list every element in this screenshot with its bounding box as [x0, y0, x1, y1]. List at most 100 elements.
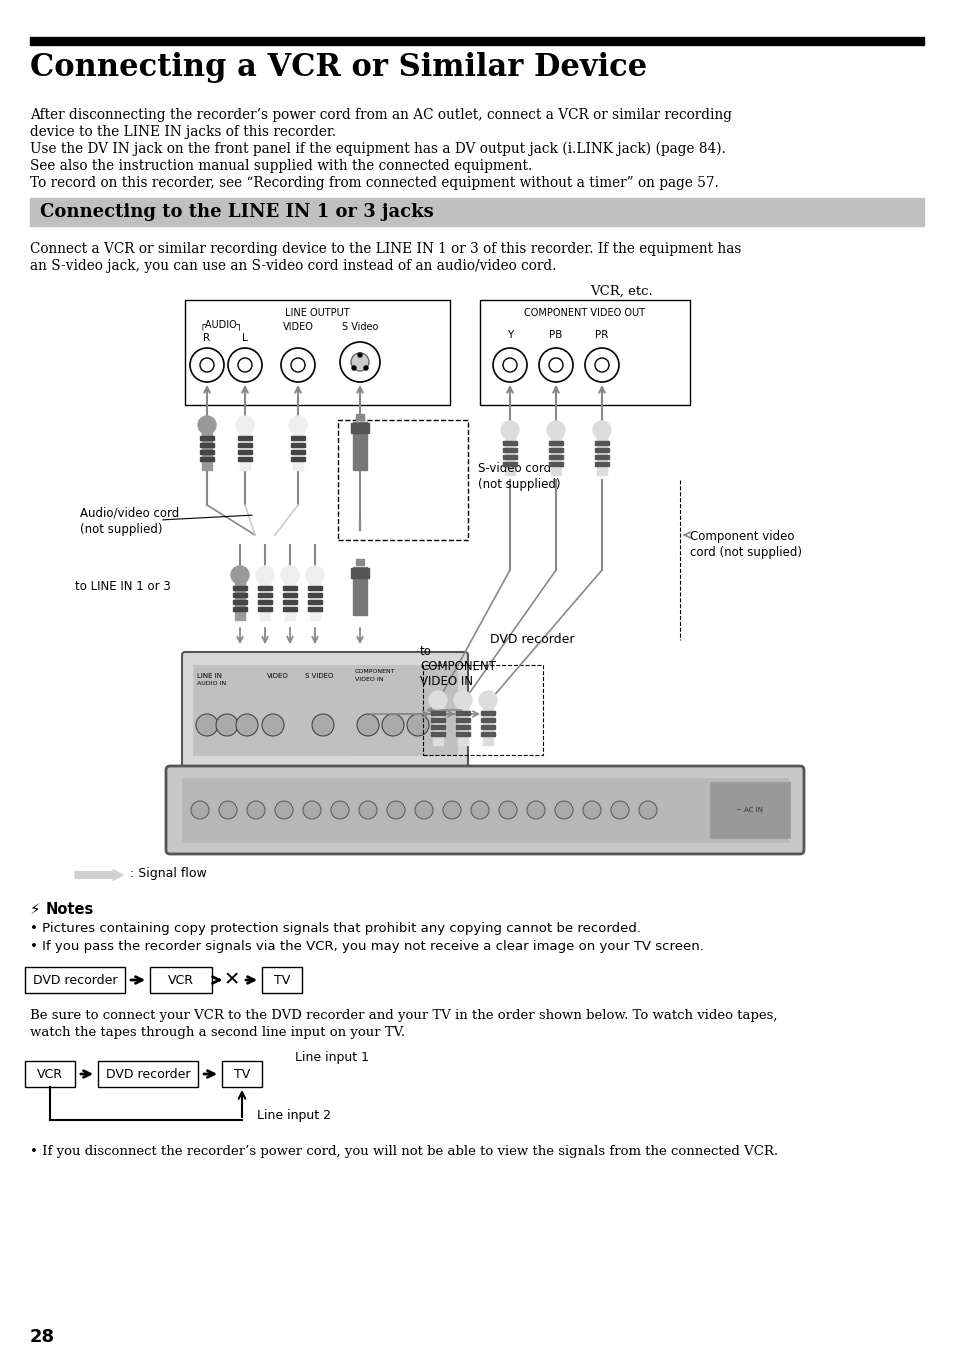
Circle shape	[281, 566, 298, 584]
Bar	[431, 718, 444, 722]
Circle shape	[231, 566, 249, 584]
Text: watch the tapes through a second line input on your TV.: watch the tapes through a second line in…	[30, 1026, 405, 1038]
Bar	[595, 448, 608, 452]
Circle shape	[478, 691, 497, 708]
Text: COMPONENT VIDEO OUT: COMPONENT VIDEO OUT	[524, 308, 645, 318]
Text: Component video: Component video	[689, 530, 794, 544]
Text: S-video cord: S-video cord	[477, 462, 551, 475]
Text: DVD recorder: DVD recorder	[106, 1068, 190, 1080]
Bar	[502, 462, 517, 466]
Bar	[308, 594, 322, 598]
Bar	[456, 725, 470, 729]
Bar	[308, 585, 322, 589]
Text: After disconnecting the recorder’s power cord from an AC outlet, connect a VCR o: After disconnecting the recorder’s power…	[30, 108, 731, 122]
Bar	[504, 433, 515, 475]
Text: VCR, etc.: VCR, etc.	[589, 285, 652, 297]
Bar	[222, 1061, 262, 1087]
Circle shape	[237, 358, 252, 372]
Bar	[456, 731, 470, 735]
Bar	[351, 423, 369, 433]
Bar	[233, 585, 247, 589]
Text: VIDEO: VIDEO	[282, 322, 314, 333]
Bar	[291, 435, 305, 439]
Bar	[202, 429, 212, 470]
Circle shape	[364, 366, 368, 370]
Bar	[355, 558, 364, 565]
FancyArrow shape	[75, 869, 123, 880]
Circle shape	[610, 800, 628, 819]
Bar	[597, 433, 606, 475]
Text: ~ AC IN: ~ AC IN	[736, 807, 762, 813]
Circle shape	[502, 358, 517, 372]
Circle shape	[442, 800, 460, 819]
Circle shape	[190, 347, 224, 383]
Bar	[234, 579, 245, 621]
Circle shape	[639, 800, 657, 819]
Circle shape	[262, 714, 284, 735]
Text: TV: TV	[233, 1068, 250, 1080]
Circle shape	[274, 800, 293, 819]
Bar	[291, 450, 305, 454]
Circle shape	[454, 691, 472, 708]
Circle shape	[235, 416, 253, 434]
Bar	[355, 414, 364, 420]
Bar	[262, 967, 302, 992]
Text: S Video: S Video	[341, 322, 377, 333]
Bar	[548, 456, 562, 458]
Text: DVD recorder: DVD recorder	[32, 973, 117, 987]
Text: ✕: ✕	[224, 971, 240, 990]
Circle shape	[235, 714, 257, 735]
Text: COMPONENT: COMPONENT	[419, 660, 496, 673]
Bar	[480, 718, 495, 722]
Bar	[293, 429, 303, 470]
Bar	[479, 300, 689, 406]
Circle shape	[200, 358, 213, 372]
Text: Notes: Notes	[46, 902, 94, 917]
Bar	[233, 594, 247, 598]
Bar	[25, 967, 125, 992]
Bar	[353, 665, 448, 754]
Bar	[257, 600, 272, 604]
Bar	[351, 568, 369, 579]
Circle shape	[582, 800, 600, 819]
Circle shape	[500, 420, 518, 439]
Text: an S-video jack, you can use an S-video cord instead of an audio/video cord.: an S-video jack, you can use an S-video …	[30, 260, 556, 273]
Text: to LINE IN 1 or 3: to LINE IN 1 or 3	[75, 580, 171, 594]
Bar	[595, 441, 608, 445]
Text: VIDEO IN: VIDEO IN	[419, 675, 473, 688]
Bar	[237, 457, 252, 461]
Text: • If you pass the recorder signals via the VCR, you may not receive a clear imag: • If you pass the recorder signals via t…	[30, 940, 703, 953]
Bar	[237, 443, 252, 448]
Circle shape	[198, 416, 215, 434]
Bar	[237, 435, 252, 439]
Bar	[548, 462, 562, 466]
Bar	[337, 420, 468, 539]
Text: • If you disconnect the recorder’s power cord, you will not be able to view the : • If you disconnect the recorder’s power…	[30, 1145, 778, 1159]
Text: TV: TV	[274, 973, 290, 987]
Text: To record on this recorder, see “Recording from connected equipment without a ti: To record on this recorder, see “Recordi…	[30, 176, 718, 191]
Bar	[353, 566, 367, 615]
Bar	[353, 422, 367, 470]
Circle shape	[281, 347, 314, 383]
Bar	[308, 607, 322, 611]
Bar	[257, 585, 272, 589]
Bar	[30, 37, 923, 45]
Circle shape	[358, 800, 376, 819]
Circle shape	[493, 347, 526, 383]
Bar	[480, 725, 495, 729]
Bar	[480, 711, 495, 715]
Bar	[98, 1061, 198, 1087]
Text: device to the LINE IN jacks of this recorder.: device to the LINE IN jacks of this reco…	[30, 124, 335, 139]
Bar	[548, 441, 562, 445]
Bar	[291, 457, 305, 461]
Text: S VIDEO: S VIDEO	[305, 673, 333, 679]
Text: Be sure to connect your VCR to the DVD recorder and your TV in the order shown b: Be sure to connect your VCR to the DVD r…	[30, 1009, 777, 1022]
Circle shape	[351, 353, 369, 370]
Text: Connecting a VCR or Similar Device: Connecting a VCR or Similar Device	[30, 51, 646, 82]
Text: COMPONENT: COMPONENT	[355, 669, 395, 675]
Bar	[456, 711, 470, 715]
Text: VCR: VCR	[37, 1068, 63, 1080]
Text: VCR: VCR	[168, 973, 193, 987]
Bar	[283, 600, 296, 604]
Text: R: R	[203, 333, 211, 343]
